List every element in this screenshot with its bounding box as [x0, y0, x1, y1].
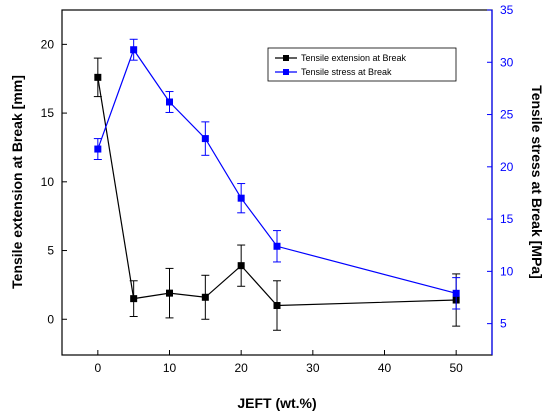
- data-point-stress: [94, 145, 102, 153]
- legend-marker-stress: [283, 69, 289, 75]
- left-y-tick-label: 5: [47, 244, 54, 258]
- left-y-tick-label: 15: [41, 106, 55, 120]
- legend-box: [267, 47, 457, 82]
- series-layer: [93, 38, 461, 331]
- data-point-extension: [94, 73, 102, 81]
- right-y-tick-label: 25: [500, 108, 514, 122]
- right-y-tick-label: 15: [500, 212, 514, 226]
- x-axis-ticks: 0 10 20 30 40 50: [94, 350, 463, 375]
- legend-label-extension: Tensile extension at Break: [301, 53, 407, 63]
- right-y-axis-title: Tensile stress at Break [MPa]: [529, 85, 545, 279]
- data-point-extension: [201, 293, 209, 301]
- x-tick-label: 40: [378, 361, 392, 375]
- x-tick-label: 50: [449, 361, 463, 375]
- data-point-stress: [273, 242, 281, 250]
- data-point-stress: [237, 194, 245, 202]
- data-point-stress: [201, 135, 209, 143]
- right-y-axis-ticks: 5 10 15 20 25 30 35: [487, 3, 514, 331]
- right-y-tick-label: 10: [500, 264, 514, 278]
- right-y-tick-label: 20: [500, 160, 514, 174]
- data-point-extension: [166, 289, 173, 297]
- x-tick-label: 30: [306, 361, 320, 375]
- left-y-axis-ticks: 0 5 10 15 20: [41, 37, 67, 326]
- data-point-stress: [130, 46, 138, 54]
- legend-marker-extension: [283, 55, 289, 61]
- data-point-extension: [130, 295, 138, 303]
- right-y-tick-label: 35: [500, 3, 514, 17]
- right-y-tick-label: 30: [500, 55, 514, 69]
- x-tick-label: 0: [94, 361, 101, 375]
- x-tick-label: 10: [163, 361, 177, 375]
- x-axis-title: JEFT (wt.%): [237, 395, 316, 411]
- left-y-axis-title: Tensile extension at Break [mm]: [9, 75, 25, 289]
- data-point-extension: [237, 262, 245, 270]
- right-y-tick-label: 5: [500, 317, 507, 331]
- left-y-tick-label: 0: [47, 312, 54, 326]
- legend-label-stress: Tensile stress at Break: [301, 67, 392, 77]
- data-point-stress: [166, 98, 173, 106]
- legend: Tensile extension at Break Tensile stres…: [267, 47, 457, 82]
- left-y-tick-label: 20: [41, 37, 55, 51]
- x-tick-label: 20: [234, 361, 248, 375]
- data-point-extension: [273, 302, 281, 310]
- series-line-extension: [97, 77, 457, 307]
- left-y-tick-label: 10: [41, 175, 55, 189]
- data-point-stress: [452, 289, 460, 297]
